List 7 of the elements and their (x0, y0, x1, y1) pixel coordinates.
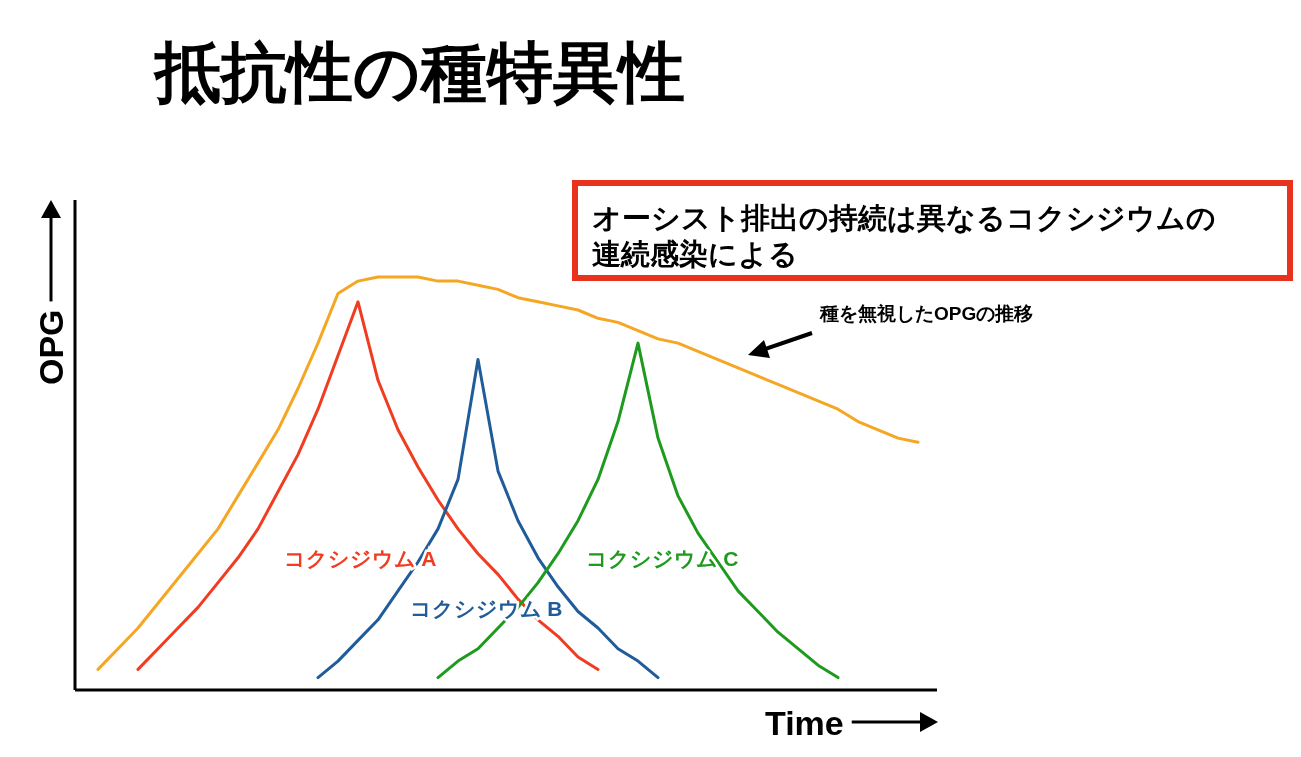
y-axis-title: OPG (32, 309, 70, 385)
series-label: コクシジウム C (585, 547, 739, 571)
chart-title: 抵抗性の種特異性 (153, 35, 685, 109)
annotation: 種を無視したOPGの推移 (819, 303, 1034, 324)
x-axis-title: Time (765, 704, 844, 742)
series-label: コクシジウム A (283, 547, 437, 571)
text: オーシスト排出の持続は異なるコクシジウムの連続感染による (592, 202, 1216, 270)
